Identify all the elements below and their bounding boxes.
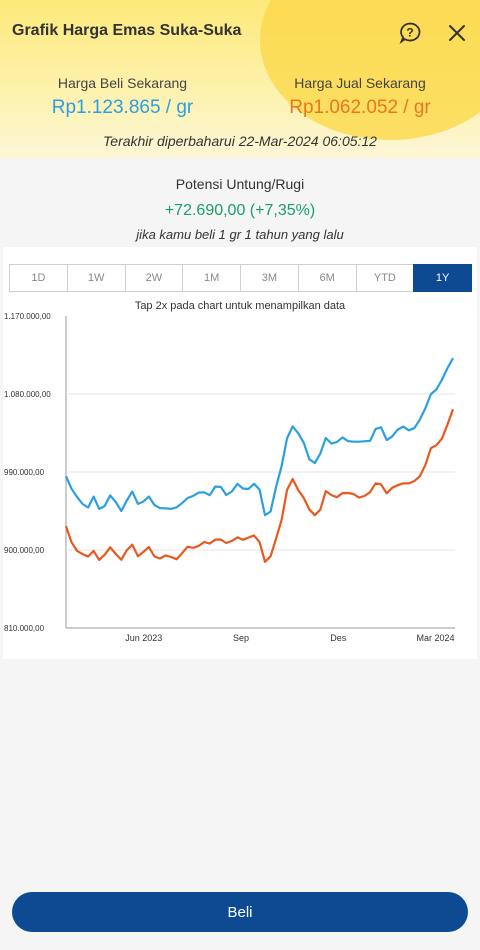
sell-price-block: Harga Jual Sekarang Rp1.062.052 / gr	[275, 75, 445, 119]
x-tick-label: Jun 2023	[125, 633, 162, 643]
close-icon[interactable]	[447, 23, 467, 43]
y-tick-label: 990.000,00	[4, 468, 45, 477]
buy-button[interactable]: Beli	[12, 892, 468, 932]
profit-loss-note: jika kamu beli 1 gr 1 tahun yang lalu	[136, 227, 344, 242]
buy-price-label: Harga Beli Sekarang	[57, 75, 188, 91]
x-tick-label: Des	[330, 633, 347, 643]
header-decoration	[260, 0, 480, 140]
question-circle-icon[interactable]: ?	[398, 21, 422, 45]
y-tick-label: 810.000,00	[4, 624, 45, 633]
svg-text:?: ?	[406, 26, 413, 40]
range-tabs: 1D 1W 2W 1M 3M 6M YTD 1Y	[9, 264, 472, 292]
y-tick-label: 1.170.000,00	[4, 312, 51, 321]
header	[0, 0, 480, 158]
sell-price-line	[64, 408, 455, 563]
tab-1d[interactable]: 1D	[9, 264, 68, 292]
x-tick-label: Sep	[233, 633, 249, 643]
tab-6m[interactable]: 6M	[297, 264, 357, 292]
buy-price-value: Rp1.123.865 / gr	[51, 97, 194, 118]
tab-3m[interactable]: 3M	[240, 264, 299, 292]
sell-price-label: Harga Jual Sekarang	[294, 75, 426, 91]
y-tick-label: 1.080.000,00	[4, 390, 51, 399]
chart-hint: Tap 2x pada chart untuk menampilkan data	[134, 300, 346, 312]
buy-price-block: Harga Beli Sekarang Rp1.123.865 / gr	[40, 75, 205, 119]
tab-1w[interactable]: 1W	[66, 264, 126, 292]
y-tick-label: 900.000,00	[4, 546, 45, 555]
tab-2w[interactable]: 2W	[124, 264, 184, 292]
x-tick-label: Mar 2024	[417, 633, 455, 643]
chart-card	[3, 247, 477, 659]
sell-price-value: Rp1.062.052 / gr	[289, 97, 431, 118]
profit-loss-value: +72.690,00 (+7,35%)	[164, 202, 316, 219]
tab-1y[interactable]: 1Y	[413, 264, 472, 292]
page-title: Grafik Harga Emas Suka-Suka	[12, 22, 242, 39]
profit-loss-label: Potensi Untung/Rugi	[175, 176, 305, 192]
tab-ytd[interactable]: YTD	[355, 264, 415, 292]
buy-price-line	[64, 357, 454, 517]
tab-1m[interactable]: 1M	[182, 264, 241, 292]
price-chart[interactable]: 1.170.000,00 1.080.000,00 990.000,00 900.00…	[0, 300, 480, 650]
last-updated: Terakhir diperbaharui 22-Mar-2024 06:05:…	[103, 133, 377, 149]
